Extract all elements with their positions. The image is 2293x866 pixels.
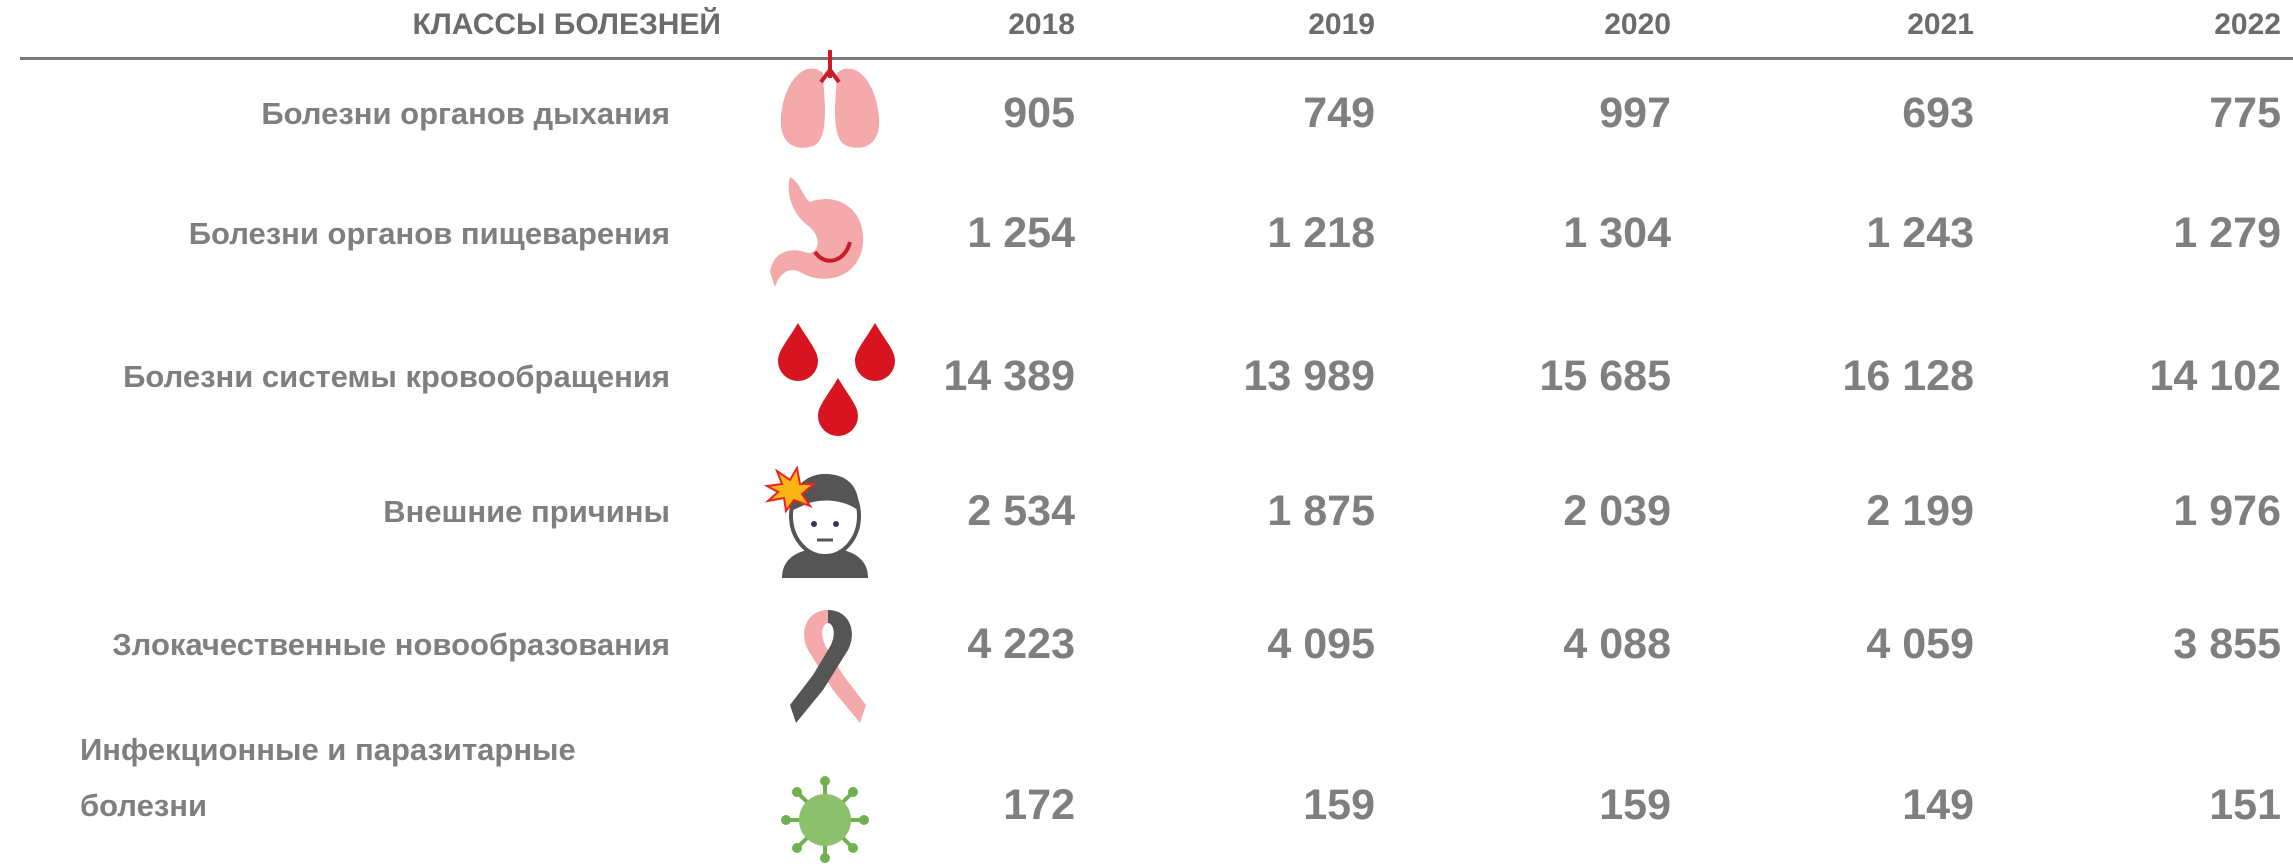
stomach-icon <box>770 177 864 287</box>
cell-value: 2 534 <box>967 487 1075 535</box>
row-name: Болезни органов пищеварения <box>188 216 670 251</box>
blood-drops-icon <box>778 323 895 436</box>
year-header: 2018 <box>1008 8 1075 41</box>
cell-value: 149 <box>1902 781 1974 829</box>
cell-value: 151 <box>2209 781 2281 829</box>
cell-value: 997 <box>1599 89 1671 137</box>
year-header: 2022 <box>2214 8 2281 41</box>
cell-value: 1 304 <box>1563 209 1671 257</box>
cell-value: 3 855 <box>2173 620 2281 668</box>
cell-value: 15 685 <box>1539 352 1671 400</box>
year-header: 2019 <box>1308 8 1375 41</box>
cell-value: 2 199 <box>1866 487 1974 535</box>
cell-value: 775 <box>2209 89 2281 137</box>
cell-value: 4 088 <box>1563 620 1671 668</box>
cell-value: 1 976 <box>2173 487 2281 535</box>
virus-icon <box>781 776 869 863</box>
cell-value: 1 279 <box>2173 209 2281 257</box>
cell-value: 159 <box>1303 781 1375 829</box>
ribbon-icon <box>790 610 866 723</box>
cell-value: 2 039 <box>1563 487 1671 535</box>
cell-value: 16 128 <box>1842 352 1974 400</box>
cell-value: 14 102 <box>2149 352 2281 400</box>
cell-value: 4 095 <box>1267 620 1375 668</box>
row-name: Внешние причины <box>383 494 670 529</box>
year-header: 2020 <box>1604 8 1671 41</box>
cell-value: 159 <box>1599 781 1671 829</box>
cell-value: 4 059 <box>1866 620 1974 668</box>
row-name: Болезни органов дыхания <box>261 96 670 131</box>
cell-value: 1 254 <box>967 209 1075 257</box>
cell-value: 14 389 <box>943 352 1075 400</box>
row-name: Инфекционные и паразитарные болезни <box>80 732 576 823</box>
cell-value: 172 <box>1003 781 1075 829</box>
cell-value: 1 875 <box>1267 487 1375 535</box>
cell-value: 1 243 <box>1866 209 1974 257</box>
cell-value: 693 <box>1902 89 1974 137</box>
row-name: Злокачественные новообразования <box>112 627 670 662</box>
cell-value: 13 989 <box>1243 352 1375 400</box>
header-label: КЛАССЫ БОЛЕЗНЕЙ <box>412 8 721 41</box>
cell-value: 905 <box>1003 89 1075 137</box>
lungs-icon <box>780 50 880 148</box>
cell-value: 4 223 <box>967 620 1075 668</box>
row-name: Болезни системы кровообращения <box>123 359 670 394</box>
cell-value: 749 <box>1303 89 1375 137</box>
cell-value: 1 218 <box>1267 209 1375 257</box>
year-header: 2021 <box>1907 8 1974 41</box>
header-rule <box>20 57 2293 60</box>
injury-icon <box>763 466 868 578</box>
